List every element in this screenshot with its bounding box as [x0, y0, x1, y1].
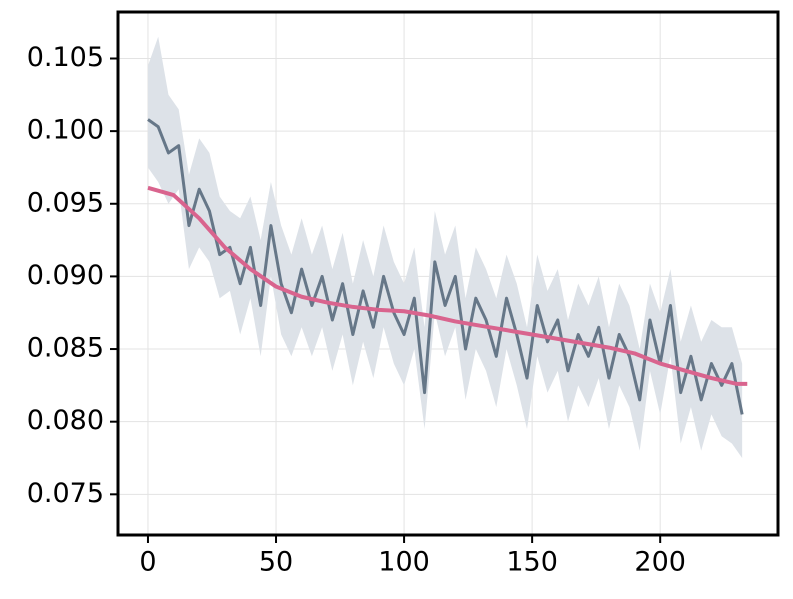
y-tick-label: 0.100: [27, 115, 104, 146]
marks: [147, 36, 748, 459]
y-tick-label: 0.105: [27, 42, 104, 73]
band: [147, 36, 743, 459]
x-tick-label: 100: [378, 547, 430, 578]
y-tick-label: 0.095: [27, 187, 104, 218]
y-tick-label: 0.075: [27, 478, 104, 509]
y-tick-label: 0.085: [27, 333, 104, 364]
x-tick-label: 150: [506, 547, 558, 578]
x-tick-label: 0: [139, 547, 156, 578]
x-tick-label: 200: [634, 547, 686, 578]
series-line: [147, 118, 744, 415]
ticks: 0.075 0.080 0.085 0.090 0.095 0.100 0.105 0 50 10…: [27, 42, 686, 578]
x-tick-label: 50: [259, 547, 293, 578]
plot-frame: [116, 10, 780, 537]
grid: [118, 12, 778, 535]
y-tick-label: 0.080: [27, 405, 104, 436]
series-line: [147, 185, 748, 386]
y-tick-label: 0.090: [27, 260, 104, 291]
